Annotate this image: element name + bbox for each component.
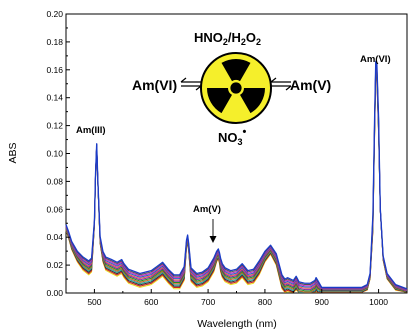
x-tick-label: 500 bbox=[87, 297, 101, 307]
y-tick-label: 0.18 bbox=[46, 37, 63, 47]
series-layer bbox=[65, 60, 408, 293]
radiation-blade bbox=[207, 88, 232, 114]
equilibrium-right-label: Am(V) bbox=[290, 77, 331, 93]
x-axis: 500 600 700 800 900 1000 bbox=[65, 289, 408, 307]
y-tick-label: 0.16 bbox=[46, 65, 63, 75]
y-tick-label: 0.20 bbox=[46, 9, 63, 19]
x-tick-label: 700 bbox=[201, 297, 215, 307]
annotation-am6-peak: Am(VI) bbox=[360, 54, 391, 65]
arrow-down-icon bbox=[209, 219, 217, 243]
y-axis-title: ABS bbox=[7, 142, 19, 163]
radiation-blade bbox=[240, 88, 265, 114]
product-formula: NO3• bbox=[218, 126, 247, 147]
x-tick-label: 1000 bbox=[369, 297, 388, 307]
radiation-trefoil-icon bbox=[200, 52, 272, 124]
spectrum-series-line bbox=[65, 60, 408, 290]
x-axis-title: Wavelength (nm) bbox=[197, 318, 277, 330]
x-tick-label: 600 bbox=[144, 297, 158, 307]
reagent-formula: HNO2/H2O2 bbox=[194, 30, 261, 47]
radiation-blade bbox=[221, 58, 251, 82]
y-tick-label: 0.02 bbox=[46, 260, 63, 270]
equilibrium-left-label: Am(VI) bbox=[132, 77, 177, 93]
annotation-am3: Am(III) bbox=[76, 125, 106, 136]
y-tick-label: 0.12 bbox=[46, 121, 63, 131]
equilibrium-arrow-right-icon bbox=[270, 77, 292, 91]
y-tick-label: 0.08 bbox=[46, 176, 63, 186]
y-axis: 0.00 0.02 0.04 0.06 0.08 0.10 0.12 0.14 0.16 0.18… bbox=[46, 9, 70, 298]
equilibrium-arrow-left-icon bbox=[180, 77, 202, 91]
y-tick-label: 0.14 bbox=[46, 93, 63, 103]
annotation-am5-lower: Am(V) bbox=[193, 204, 221, 215]
x-tick-label: 800 bbox=[258, 297, 272, 307]
y-tick-label: 0.10 bbox=[46, 149, 63, 159]
y-tick-label: 0.00 bbox=[46, 288, 63, 298]
y-tick-label: 0.06 bbox=[46, 204, 63, 214]
y-tick-label: 0.04 bbox=[46, 232, 63, 242]
x-tick-label: 900 bbox=[315, 297, 329, 307]
